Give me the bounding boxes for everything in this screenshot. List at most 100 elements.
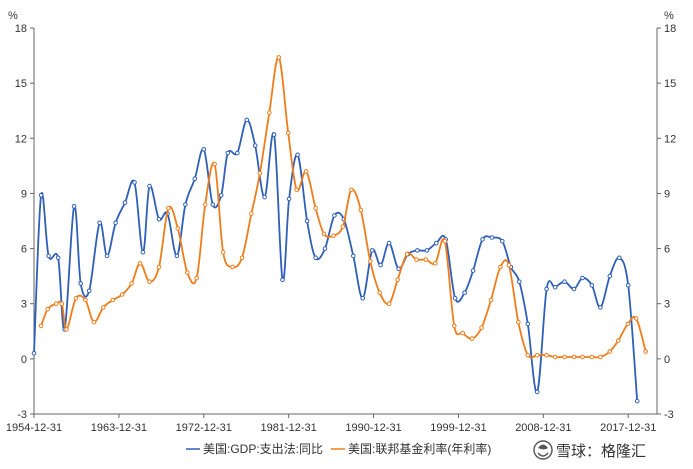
- data-point-fed-rate: [460, 330, 466, 336]
- legend-label-fed-rate: 美国:联邦基金利率(年利率): [348, 441, 491, 456]
- data-point-fed-rate: [220, 249, 226, 255]
- y-tick-label-left: 12: [15, 133, 27, 145]
- legend-item-fed-rate[interactable]: 美国:联邦基金利率(年利率): [331, 441, 491, 456]
- data-point-gdp: [97, 220, 102, 226]
- data-point-gdp: [500, 238, 505, 244]
- y-tick-label-right: 6: [664, 244, 670, 256]
- data-point-gdp: [634, 398, 640, 404]
- data-point-fed-rate: [137, 261, 143, 266]
- y-tick-label-left: 18: [15, 23, 27, 35]
- watermark-separator: ：: [586, 442, 601, 460]
- data-point-gdp: [174, 253, 180, 259]
- data-point-gdp: [147, 183, 152, 189]
- data-point-fed-rate: [129, 281, 134, 286]
- series-gdp: [31, 117, 640, 404]
- data-point-fed-rate: [479, 325, 484, 330]
- data-point-fed-rate: [498, 264, 503, 270]
- data-point-fed-rate: [349, 187, 354, 193]
- data-point-fed-rate: [598, 354, 603, 360]
- y-tick-label-right: 18: [664, 23, 676, 35]
- data-point-gdp: [156, 216, 162, 222]
- data-point-fed-rate: [64, 327, 69, 332]
- data-point-fed-rate: [294, 187, 300, 193]
- data-point-fed-rate: [147, 279, 152, 285]
- data-point-gdp: [132, 180, 137, 185]
- x-tick-label: 1954-12-31: [6, 422, 62, 434]
- y-axis-right: -3 0 3 6 9 12 15 18: [657, 23, 676, 421]
- data-point-gdp: [525, 321, 531, 327]
- data-point-gdp: [313, 255, 318, 261]
- y-axis-left: -3 0 3 6 9 12 15 18: [15, 23, 34, 421]
- data-point-fed-rate: [91, 319, 97, 325]
- data-point-gdp: [183, 202, 188, 207]
- x-tick-label: 2017-12-31: [600, 422, 656, 434]
- data-point-gdp: [201, 147, 207, 152]
- data-point-fed-rate: [580, 354, 585, 360]
- data-point-fed-rate: [368, 259, 373, 264]
- data-point-fed-rate: [404, 251, 410, 257]
- data-point-gdp: [332, 213, 337, 218]
- data-point-gdp: [38, 193, 44, 198]
- data-point-gdp: [625, 283, 631, 288]
- data-point-fed-rate: [331, 233, 336, 238]
- y-tick-label-left: 9: [21, 188, 27, 200]
- data-point-gdp: [489, 235, 495, 240]
- series-fed-rate: [38, 55, 649, 360]
- data-point-gdp: [55, 255, 61, 261]
- data-point-gdp: [415, 248, 420, 253]
- data-point-gdp: [322, 246, 328, 251]
- data-point-gdp: [544, 286, 549, 292]
- data-point-gdp: [351, 253, 356, 259]
- data-point-gdp: [262, 194, 267, 200]
- data-point-fed-rate: [469, 336, 475, 341]
- data-point-gdp: [31, 351, 37, 356]
- data-point-fed-rate: [166, 205, 171, 211]
- data-point-gdp: [369, 248, 375, 253]
- data-point-gdp: [210, 202, 215, 207]
- x-tick-label: 1972-12-31: [176, 422, 232, 434]
- data-point-fed-rate: [451, 323, 457, 329]
- data-point-fed-rate: [643, 349, 649, 354]
- data-point-gdp: [386, 240, 392, 246]
- data-point-gdp: [140, 249, 146, 255]
- data-point-gdp: [218, 193, 224, 198]
- y-axis-right-unit: %: [664, 10, 674, 22]
- data-point-gdp: [607, 273, 613, 279]
- data-point-fed-rate: [607, 349, 613, 354]
- data-point-fed-rate: [101, 305, 106, 310]
- data-point-fed-rate: [212, 161, 217, 167]
- data-point-fed-rate: [175, 226, 181, 231]
- legend-label-gdp: 美国:GDP:支出法:同比: [203, 442, 323, 456]
- data-point-gdp: [434, 240, 439, 246]
- watermark-brand: 雪球: [556, 442, 586, 460]
- data-point-fed-rate: [285, 130, 291, 136]
- data-point-fed-rate: [185, 270, 190, 275]
- data-point-fed-rate: [589, 354, 595, 360]
- data-point-fed-rate: [552, 354, 558, 360]
- data-point-fed-rate: [267, 110, 272, 115]
- data-point-fed-rate: [516, 319, 521, 325]
- data-point-fed-rate: [377, 290, 383, 296]
- data-point-gdp: [122, 200, 128, 205]
- series-lines: [31, 55, 649, 404]
- y-tick-label-right: 3: [664, 299, 670, 311]
- data-point-fed-rate: [358, 207, 364, 213]
- data-point-fed-rate: [562, 354, 567, 360]
- data-point-fed-rate: [544, 352, 549, 358]
- watermark-text: 雪球：格隆汇: [556, 442, 646, 460]
- y-tick-label-left: 15: [15, 78, 27, 90]
- data-point-gdp: [480, 237, 485, 242]
- data-point-gdp: [534, 389, 540, 395]
- data-point-fed-rate: [616, 338, 621, 343]
- data-point-gdp: [598, 305, 603, 310]
- data-point-fed-rate: [321, 231, 327, 237]
- data-point-gdp: [470, 268, 476, 273]
- data-point-fed-rate: [276, 55, 282, 60]
- data-point-fed-rate: [303, 169, 309, 174]
- legend-item-gdp[interactable]: 美国:GDP:支出法:同比: [186, 442, 323, 456]
- series-line-gdp: [33, 119, 639, 402]
- data-point-fed-rate: [59, 301, 65, 307]
- data-point-gdp: [192, 176, 198, 181]
- y-tick-label-right: -3: [664, 409, 674, 421]
- data-point-fed-rate: [313, 205, 318, 211]
